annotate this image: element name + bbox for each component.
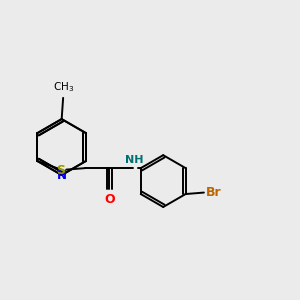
Text: N: N <box>57 169 67 182</box>
Text: CH$_3$: CH$_3$ <box>52 80 74 94</box>
Text: NH: NH <box>125 154 144 165</box>
Text: S: S <box>56 164 65 177</box>
Text: O: O <box>104 193 115 206</box>
Text: Br: Br <box>206 186 221 199</box>
